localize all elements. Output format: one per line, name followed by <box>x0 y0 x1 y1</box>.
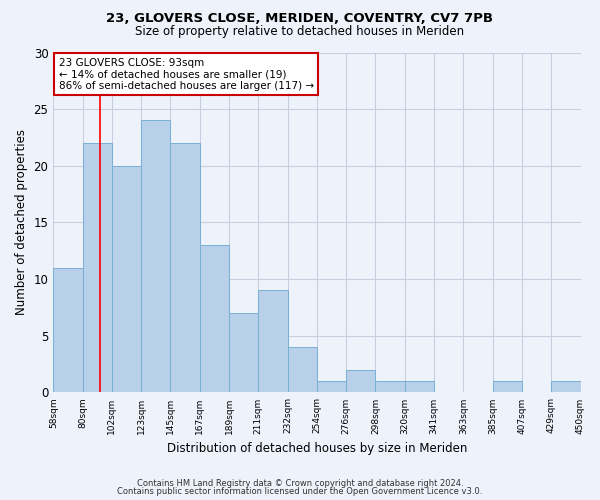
Bar <box>317 381 346 392</box>
Bar <box>376 381 405 392</box>
Bar <box>551 381 581 392</box>
Text: Size of property relative to detached houses in Meriden: Size of property relative to detached ho… <box>136 25 464 38</box>
Text: 23 GLOVERS CLOSE: 93sqm
← 14% of detached houses are smaller (19)
86% of semi-de: 23 GLOVERS CLOSE: 93sqm ← 14% of detache… <box>59 58 314 91</box>
Bar <box>112 166 141 392</box>
X-axis label: Distribution of detached houses by size in Meriden: Distribution of detached houses by size … <box>167 442 467 455</box>
Bar <box>493 381 522 392</box>
Bar <box>259 290 287 392</box>
Bar <box>229 313 259 392</box>
Bar <box>200 245 229 392</box>
Text: Contains HM Land Registry data © Crown copyright and database right 2024.: Contains HM Land Registry data © Crown c… <box>137 478 463 488</box>
Bar <box>405 381 434 392</box>
Bar <box>346 370 376 392</box>
Y-axis label: Number of detached properties: Number of detached properties <box>15 130 28 316</box>
Bar <box>141 120 170 392</box>
Text: Contains public sector information licensed under the Open Government Licence v3: Contains public sector information licen… <box>118 487 482 496</box>
Bar <box>287 347 317 393</box>
Text: 23, GLOVERS CLOSE, MERIDEN, COVENTRY, CV7 7PB: 23, GLOVERS CLOSE, MERIDEN, COVENTRY, CV… <box>107 12 493 26</box>
Bar <box>170 143 200 392</box>
Bar <box>83 143 112 392</box>
Bar <box>53 268 83 392</box>
